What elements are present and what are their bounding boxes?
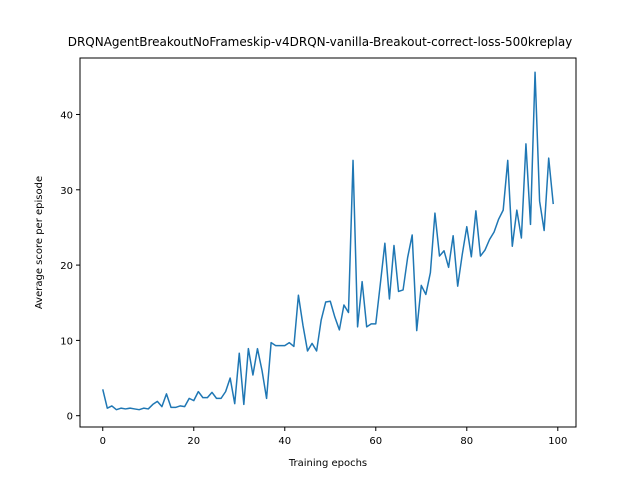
y-tick-label: 30 bbox=[60, 186, 73, 197]
x-tick-label: 100 bbox=[548, 436, 567, 447]
y-tick-label: 20 bbox=[60, 261, 73, 272]
x-tick-label: 80 bbox=[460, 436, 473, 447]
y-tick-label: 0 bbox=[67, 412, 73, 423]
y-axis-label: Average score per episode bbox=[34, 176, 45, 309]
x-tick-label: 0 bbox=[100, 436, 106, 447]
x-tick-label: 40 bbox=[278, 436, 291, 447]
x-tick-label: 60 bbox=[369, 436, 382, 447]
y-tick-label: 10 bbox=[60, 336, 73, 347]
x-axis: 0 20 40 60 80 100 bbox=[100, 427, 567, 447]
y-axis: 0 10 20 30 40 bbox=[60, 110, 80, 423]
plot-area bbox=[79, 57, 577, 428]
series-line bbox=[102, 71, 554, 411]
x-tick-label: 20 bbox=[187, 436, 200, 447]
x-axis-label: Training epochs bbox=[288, 458, 367, 469]
series-layer bbox=[102, 71, 554, 411]
chart-title: DRQNAgentBreakoutNoFrameskip-v4DRQN-vani… bbox=[68, 35, 573, 49]
y-tick-label: 40 bbox=[60, 110, 73, 121]
